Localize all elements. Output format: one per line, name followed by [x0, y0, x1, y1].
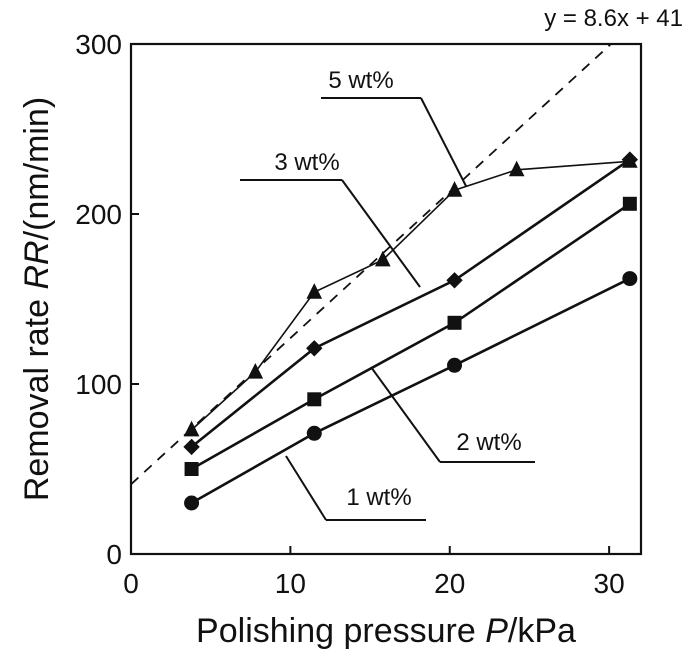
series-line-triangle	[191, 160, 630, 431]
fit-line	[131, 44, 613, 485]
y-tick-label: 0	[106, 539, 122, 570]
series-marker-triangle	[446, 181, 463, 197]
series-line-diamond	[190, 158, 631, 448]
series-marker-diamond	[306, 340, 323, 357]
series-marker-square	[447, 315, 462, 330]
series-marker-square	[622, 196, 637, 211]
x-tick-label: 10	[275, 568, 306, 599]
x-tick-label: 20	[434, 568, 465, 599]
series-label-leader	[341, 179, 421, 288]
series-label: 5 wt%	[328, 67, 393, 94]
series-marker-diamond	[183, 438, 200, 456]
series-line-circle	[190, 277, 631, 505]
x-tick-label: 0	[123, 568, 139, 599]
series-marker-circle	[447, 357, 463, 373]
series-line-square	[190, 202, 631, 471]
plot-frame	[129, 42, 643, 556]
series-marker-circle	[184, 495, 200, 511]
series-marker-triangle	[247, 362, 264, 379]
y-tick-label: 300	[75, 29, 122, 60]
series-label: 2 wt%	[456, 429, 521, 456]
x-tick-label: 30	[594, 568, 625, 599]
series-label-leader	[285, 455, 327, 521]
series-label-leader	[370, 366, 441, 463]
series-marker-square	[307, 392, 322, 407]
series-label: 3 wt%	[274, 149, 339, 176]
y-tick-label: 100	[75, 369, 122, 400]
series-marker-triangle	[183, 420, 200, 437]
series-marker-triangle	[622, 152, 638, 168]
series-marker-diamond	[446, 272, 463, 289]
fit-equation-label: y = 8.6x + 41	[544, 5, 683, 32]
y-axis-label: Removal rate RR/(nm/min)	[18, 97, 56, 501]
series-marker-triangle	[306, 283, 323, 299]
series-marker-circle	[622, 271, 638, 287]
series-marker-square	[184, 462, 199, 476]
series-marker-triangle	[508, 160, 525, 177]
series-label-leader	[420, 97, 467, 187]
series-marker-triangle	[375, 250, 391, 267]
y-tick-label: 200	[75, 199, 122, 230]
series-marker-circle	[306, 425, 322, 441]
x-axis-label: Polishing pressure P/kPa	[196, 612, 576, 650]
series-label: 1 wt%	[346, 484, 411, 511]
